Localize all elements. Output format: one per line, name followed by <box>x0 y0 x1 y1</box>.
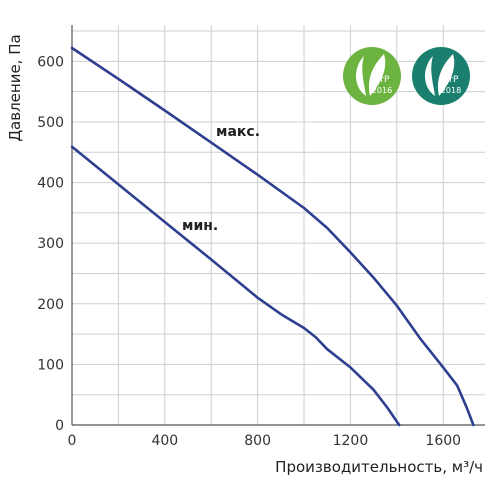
x-axis-title: Производительность, м³/ч <box>275 458 483 476</box>
y-axis-title: Давление, Па <box>6 34 24 141</box>
x-tick-label: 0 <box>68 433 77 449</box>
badge-label: ErP <box>444 75 459 85</box>
axes <box>71 25 485 426</box>
y-tick-label: 0 <box>55 418 64 434</box>
y-tick-label: 600 <box>37 54 64 70</box>
y-tick-label: 200 <box>37 297 64 313</box>
erp-2016-badge: ErP 2016 <box>343 47 401 105</box>
y-tick-label: 100 <box>37 357 64 373</box>
tick-labels: 0 400 800 1200 1600 0 100 200 300 400 500 600 <box>37 54 461 449</box>
leaf-icon <box>356 56 366 96</box>
x-tick-label: 400 <box>151 433 178 449</box>
y-tick-label: 500 <box>37 115 64 131</box>
leaf-icon <box>437 54 455 96</box>
badge-year: 2018 <box>441 86 461 95</box>
y-tick-label: 400 <box>37 176 64 192</box>
badge-label: ErP <box>375 75 390 85</box>
badge-year: 2016 <box>372 86 392 95</box>
x-tick-label: 1200 <box>333 433 369 449</box>
erp-2018-badge: ErP 2018 <box>412 47 470 105</box>
series-line-min <box>70 145 401 427</box>
y-tick-label: 300 <box>37 236 64 252</box>
series-label-min: мин. <box>182 218 218 234</box>
x-tick-label: 1600 <box>425 433 461 449</box>
x-tick-label: 800 <box>244 433 271 449</box>
series-lines <box>70 46 475 427</box>
series-label-max: макс. <box>216 124 260 140</box>
leaf-icon <box>368 54 386 96</box>
series-line-max <box>70 46 475 427</box>
leaf-icon <box>425 56 435 96</box>
